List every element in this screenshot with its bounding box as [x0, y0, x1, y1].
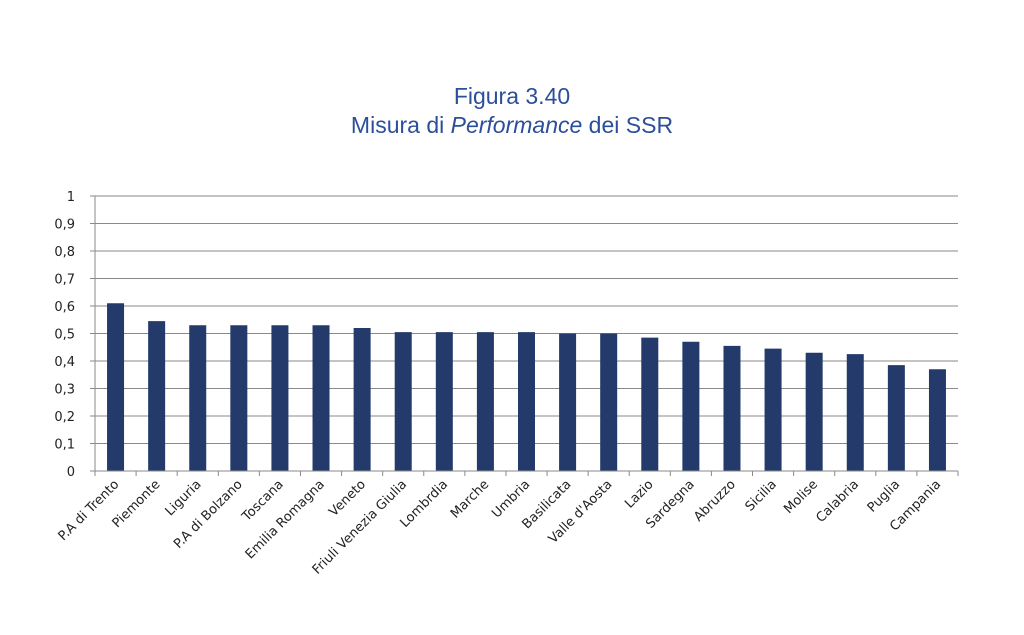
bar — [518, 332, 535, 471]
y-tick-label: 0,4 — [54, 355, 75, 370]
bars — [107, 303, 946, 471]
x-tick-label: Abruzzo — [691, 477, 739, 525]
axes — [94, 196, 958, 472]
y-tick-label: 0,3 — [54, 383, 75, 398]
bar — [764, 348, 782, 471]
bar — [394, 332, 412, 471]
y-tick-label: 0,1 — [54, 438, 75, 453]
bar — [435, 332, 453, 471]
x-tick-label: Puglia — [865, 477, 903, 515]
y-tick-label: 0,5 — [54, 328, 75, 343]
bar — [271, 325, 289, 471]
bar — [805, 352, 823, 471]
x-tick-label: Calabria — [813, 477, 862, 526]
bar — [723, 345, 741, 471]
y-tick-label: 0,9 — [54, 218, 75, 233]
y-tick-label: 0,7 — [54, 273, 75, 288]
x-tick-label: Sicilia — [743, 477, 780, 514]
bar — [312, 325, 330, 471]
x-tick-label: Lazio — [622, 477, 656, 511]
bar — [887, 365, 905, 471]
subtitle-part-1: Misura di — [350, 112, 451, 138]
bar — [641, 337, 659, 471]
chart-title-block: Figura 3.40 Misura di Performance dei SS… — [0, 82, 1024, 140]
bar — [353, 328, 371, 471]
bar — [189, 325, 207, 471]
bar — [148, 321, 166, 471]
bar — [600, 333, 618, 471]
y-tick-label: 0,2 — [54, 410, 75, 425]
bar — [928, 369, 946, 471]
bar — [230, 325, 248, 471]
chart-title: Figura 3.40 — [453, 83, 571, 109]
y-axis-ticks: 0 0,1 0,2 0,3 0,4 0,5 0,6 0,7 0,8 0,9 1 — [54, 190, 95, 480]
y-tick-label: 0 — [67, 465, 75, 480]
bar — [682, 341, 700, 471]
subtitle-part-2: Performance — [450, 112, 583, 138]
x-tick-label: Molise — [781, 477, 821, 517]
chart-subtitle: Misura di Performance dei SSR — [0, 111, 1024, 140]
subtitle-part-3: dei SSR — [582, 112, 674, 138]
y-tick-label: 0,6 — [54, 300, 75, 315]
x-tick-label: Marche — [448, 477, 492, 521]
x-tick-label: Emilia Romagna — [243, 477, 328, 562]
bar — [107, 303, 125, 471]
x-tick-label: P.A di Trento — [56, 477, 123, 544]
bar — [559, 333, 577, 471]
bar — [846, 354, 864, 471]
bar — [476, 332, 494, 471]
y-tick-label: 1 — [67, 190, 75, 205]
y-tick-label: 0,8 — [54, 245, 75, 260]
